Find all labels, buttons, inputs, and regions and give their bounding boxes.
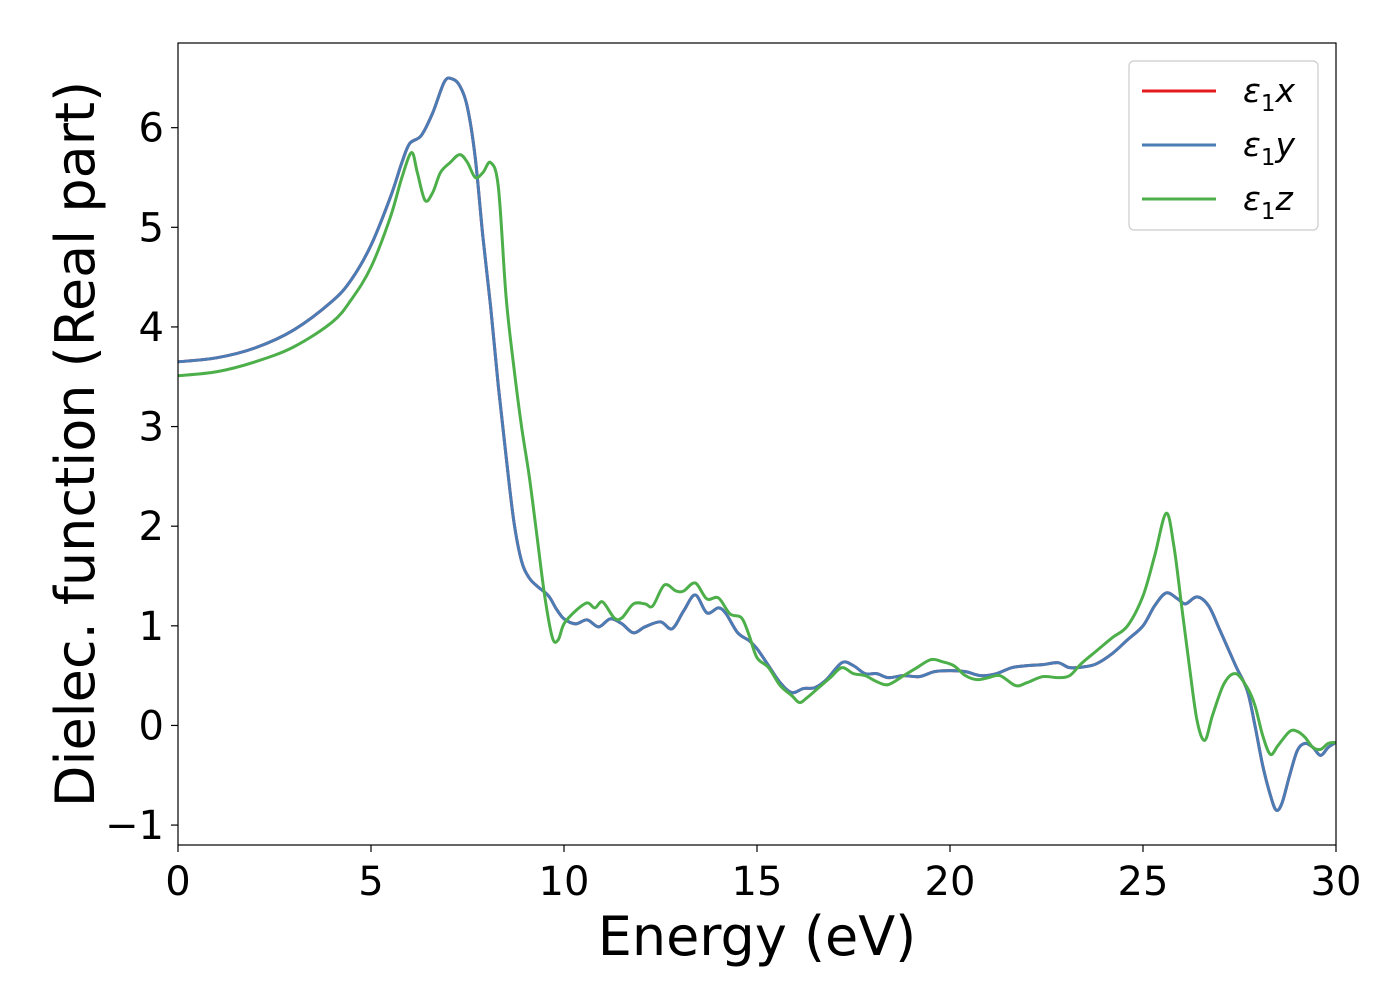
y-axis-label: Dielec. function (Real part) (44, 81, 107, 807)
x-tick-label: 30 (1311, 859, 1362, 905)
x-tick-label: 15 (732, 859, 783, 905)
x-tick-label: 0 (165, 859, 190, 905)
legend-entry-eps1-y: ε1y (1142, 125, 1295, 171)
x-tick-label: 20 (925, 859, 976, 905)
y-tick-label: −1 (105, 803, 164, 849)
y-tick-label: 0 (139, 703, 164, 749)
y-tick-label: 2 (139, 504, 164, 550)
legend: ε1x ε1y ε1z (1128, 60, 1319, 231)
x-axis-label: Energy (eV) (598, 905, 917, 968)
x-axis: 0 5 10 15 20 25 30 (165, 845, 1361, 905)
y-tick-label: 4 (139, 305, 164, 351)
series-line-eps1-y (178, 76, 1336, 812)
y-tick-label: 1 (139, 604, 164, 650)
legend-label: ε1z (1243, 179, 1293, 225)
legend-label: ε1x (1243, 71, 1295, 117)
y-tick-label: 3 (139, 405, 164, 451)
series-line-eps1-z (178, 151, 1336, 757)
legend-box (1128, 60, 1319, 231)
x-tick-label: 5 (358, 859, 383, 905)
series-layer (178, 76, 1336, 812)
y-tick-label: 5 (139, 205, 164, 251)
y-axis: −1 0 1 2 3 4 5 6 (105, 106, 178, 849)
y-tick-label: 6 (139, 106, 164, 152)
x-tick-label: 10 (539, 859, 590, 905)
x-tick-label: 25 (1118, 859, 1169, 905)
legend-entry-eps1-z: ε1z (1142, 179, 1293, 225)
legend-entry-eps1-x: ε1x (1142, 71, 1295, 117)
legend-label: ε1y (1243, 125, 1295, 171)
